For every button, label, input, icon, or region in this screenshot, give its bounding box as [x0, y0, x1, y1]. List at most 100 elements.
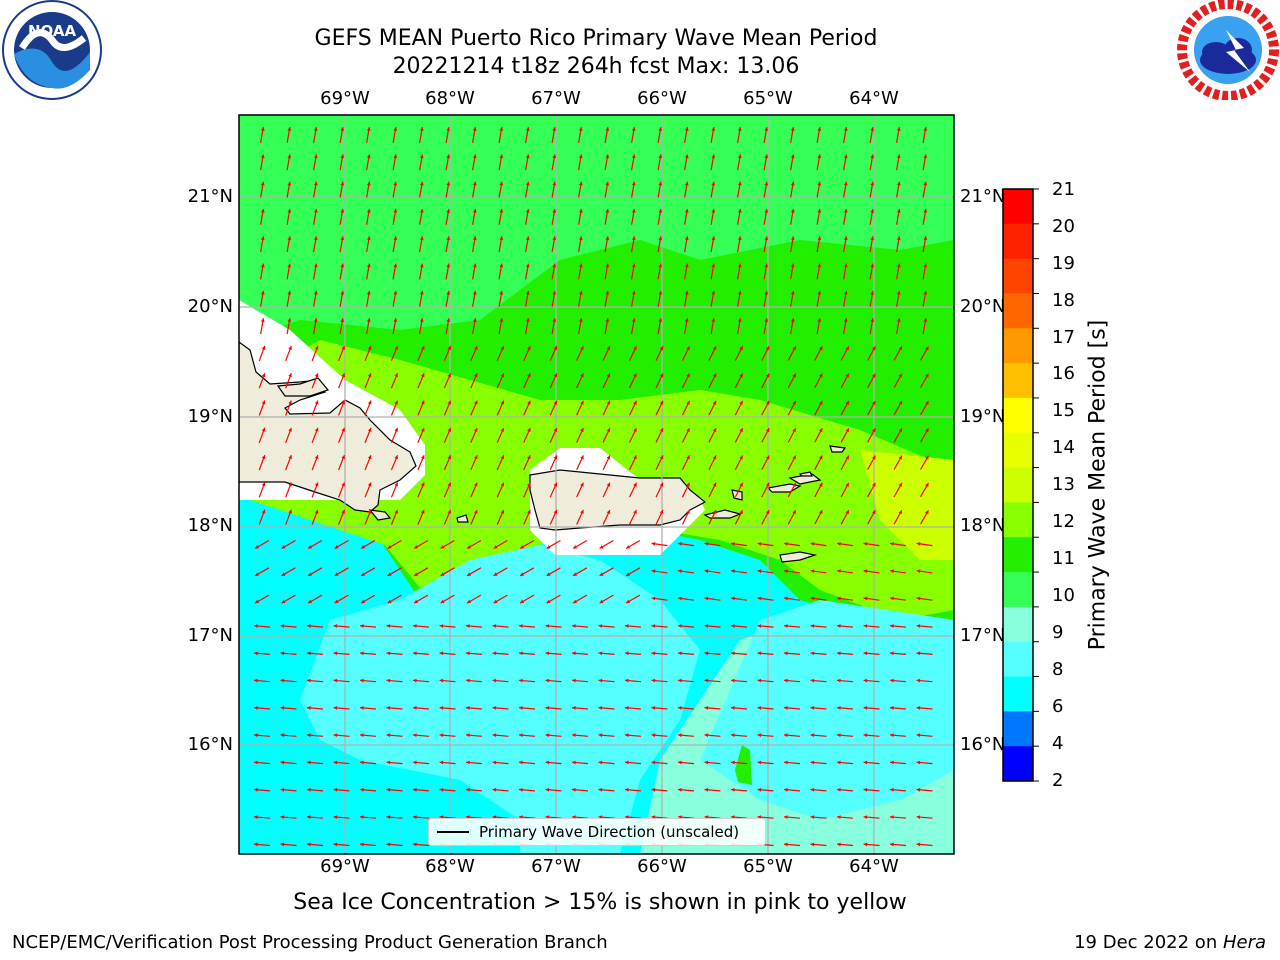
wave-direction-arrowhead — [340, 181, 345, 186]
wave-direction-arrowhead — [308, 599, 313, 604]
wave-direction-arrowhead — [737, 154, 742, 159]
wave-direction-arrowhead — [712, 373, 717, 378]
wave-direction-arrowhead — [810, 569, 815, 574]
wave-direction-arrowhead — [499, 263, 504, 268]
wave-direction-arrowhead — [863, 760, 868, 765]
wave-direction-arrowhead — [757, 733, 762, 738]
colorbar-tick: 2 — [1052, 770, 1064, 791]
wave-direction-arrowhead — [837, 541, 841, 546]
wave-direction-arrowhead — [580, 428, 584, 433]
wave-direction-arrowhead — [784, 705, 788, 710]
wave-direction-arrowhead — [633, 346, 637, 351]
wave-direction-arrowhead — [492, 760, 497, 765]
legend: Primary Wave Direction (unscaled) — [428, 818, 766, 846]
wave-direction-arrowhead — [764, 209, 769, 213]
colorbar-segment — [1003, 572, 1033, 608]
wave-direction-arrowhead — [923, 236, 928, 241]
wave-direction-arrowhead — [572, 733, 576, 738]
footer-date: 19 Dec 2022 on Hera — [1074, 932, 1266, 953]
wave-direction-arrowhead — [898, 401, 902, 406]
wave-direction-arrowhead — [366, 209, 371, 213]
wave-direction-arrowhead — [764, 154, 769, 159]
wave-direction-arrowhead — [552, 263, 557, 268]
wave-direction-arrowhead — [890, 651, 894, 656]
wave-direction-arrowhead — [313, 263, 318, 268]
wave-direction-arrowhead — [307, 624, 311, 628]
wave-direction-arrowhead — [366, 127, 371, 131]
wave-direction-arrowhead — [863, 705, 868, 710]
wave-direction-arrowhead — [261, 345, 266, 350]
colorbar-tick: 14 — [1052, 437, 1075, 458]
wave-direction-arrowhead — [288, 373, 292, 378]
wave-direction-arrowhead — [712, 510, 717, 515]
wave-direction-arrowhead — [553, 509, 558, 514]
wave-direction-arrowhead — [598, 678, 603, 683]
wave-direction-arrowhead — [546, 545, 551, 549]
wave-direction-arrowhead — [414, 572, 419, 576]
wave-direction-arrowhead — [605, 236, 610, 241]
sea-ice-note: Sea Ice Concentration > 15% is shown in … — [293, 890, 907, 915]
wave-direction-arrowhead — [784, 569, 788, 574]
wave-direction-arrowhead — [792, 346, 796, 351]
wave-direction-arrowhead — [765, 373, 770, 378]
wave-direction-arrowhead — [863, 651, 868, 656]
wave-direction-arrowhead — [367, 509, 372, 514]
wave-direction-arrowhead — [764, 127, 769, 131]
wave-direction-arrowhead — [678, 651, 682, 656]
wave-direction-arrowhead — [625, 733, 629, 738]
wave-direction-arrowhead — [686, 428, 690, 433]
wave-direction-arrowhead — [737, 290, 742, 295]
wave-direction-arrowhead — [393, 154, 398, 159]
wave-direction-arrowhead — [500, 427, 505, 432]
wave-direction-arrowhead — [633, 455, 637, 460]
wave-direction-arrowhead — [686, 455, 690, 460]
wave-direction-arrowhead — [287, 318, 292, 323]
wave-direction-arrowhead — [552, 290, 557, 295]
wave-direction-arrowhead — [519, 760, 523, 765]
wave-direction-arrowhead — [440, 599, 445, 604]
wave-direction-arrowhead — [393, 263, 398, 268]
wave-direction-arrowhead — [631, 154, 636, 159]
wave-direction-arrowhead — [313, 318, 318, 323]
wave-direction-arrowhead — [419, 290, 424, 295]
wave-direction-arrowhead — [394, 509, 398, 514]
wave-direction-arrowhead — [625, 787, 629, 792]
wave-direction-arrowhead — [757, 705, 762, 710]
wave-direction-arrowhead — [737, 318, 742, 323]
wave-direction-arrowhead — [413, 651, 417, 656]
wave-direction-arrowhead — [394, 345, 398, 350]
wave-direction-arrowhead — [341, 400, 345, 405]
wave-direction-arrowhead — [863, 624, 868, 628]
wave-direction-arrowhead — [472, 318, 477, 323]
lat-label-right: 21°N — [960, 186, 1006, 207]
wave-direction-arrowhead — [731, 733, 735, 738]
wave-direction-arrowhead — [817, 290, 822, 295]
wave-direction-arrowhead — [625, 705, 629, 710]
wave-direction-arrowhead — [467, 572, 472, 576]
wave-direction-arrowhead — [499, 290, 504, 295]
colorbar-tick: 15 — [1052, 400, 1075, 421]
wave-direction-arrowhead — [792, 482, 796, 487]
wave-direction-arrowhead — [288, 427, 292, 432]
wave-direction-arrowhead — [765, 455, 770, 460]
wave-direction-arrowhead — [890, 678, 894, 683]
wave-direction-arrowhead — [394, 373, 398, 378]
colorbar-tick: 18 — [1052, 290, 1075, 311]
lat-label-left: 20°N — [187, 296, 233, 317]
wave-direction-arrowhead — [313, 236, 318, 241]
map-frame — [238, 114, 955, 855]
wave-direction-arrowhead — [711, 181, 716, 186]
wave-direction-arrowhead — [737, 181, 742, 186]
wave-direction-arrowhead — [492, 624, 497, 628]
footer-date-text: 19 Dec 2022 on — [1074, 932, 1223, 953]
wave-direction-arrowhead — [792, 510, 796, 515]
wave-direction-arrowhead — [704, 651, 709, 656]
wave-direction-arrowhead — [606, 509, 611, 514]
wave-direction-arrowhead — [765, 346, 770, 351]
lat-label-right: 19°N — [960, 406, 1006, 427]
wave-direction-arrowhead — [440, 545, 445, 549]
wave-direction-arrowhead — [790, 263, 795, 268]
wave-direction-arrowhead — [731, 678, 735, 683]
wave-direction-arrowhead — [686, 400, 690, 405]
wave-direction-arrowhead — [260, 236, 265, 241]
